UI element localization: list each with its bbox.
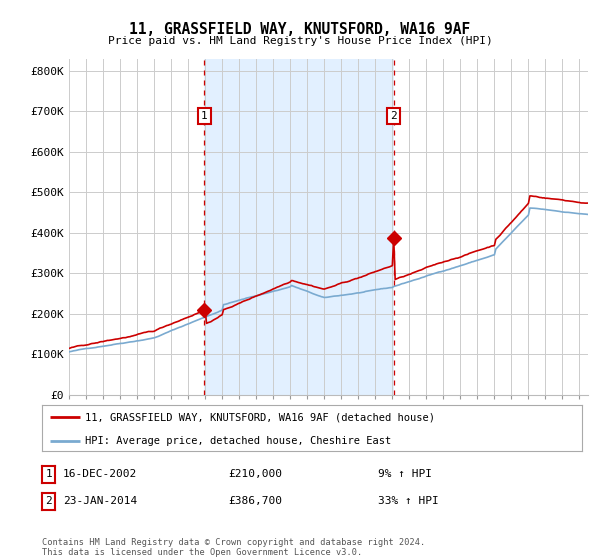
Text: £210,000: £210,000 xyxy=(228,469,282,479)
Text: 11, GRASSFIELD WAY, KNUTSFORD, WA16 9AF: 11, GRASSFIELD WAY, KNUTSFORD, WA16 9AF xyxy=(130,22,470,38)
Text: 23-JAN-2014: 23-JAN-2014 xyxy=(63,496,137,506)
Text: Contains HM Land Registry data © Crown copyright and database right 2024.
This d: Contains HM Land Registry data © Crown c… xyxy=(42,538,425,557)
Text: Price paid vs. HM Land Registry's House Price Index (HPI): Price paid vs. HM Land Registry's House … xyxy=(107,36,493,46)
Text: 2: 2 xyxy=(45,496,52,506)
Text: 1: 1 xyxy=(45,469,52,479)
Text: HPI: Average price, detached house, Cheshire East: HPI: Average price, detached house, Ches… xyxy=(85,436,391,446)
Text: 1: 1 xyxy=(201,111,208,121)
Text: £386,700: £386,700 xyxy=(228,496,282,506)
Text: 2: 2 xyxy=(390,111,397,121)
Text: 33% ↑ HPI: 33% ↑ HPI xyxy=(378,496,439,506)
Text: 11, GRASSFIELD WAY, KNUTSFORD, WA16 9AF (detached house): 11, GRASSFIELD WAY, KNUTSFORD, WA16 9AF … xyxy=(85,412,435,422)
Bar xyxy=(205,59,394,395)
Text: 16-DEC-2002: 16-DEC-2002 xyxy=(63,469,137,479)
Text: 9% ↑ HPI: 9% ↑ HPI xyxy=(378,469,432,479)
